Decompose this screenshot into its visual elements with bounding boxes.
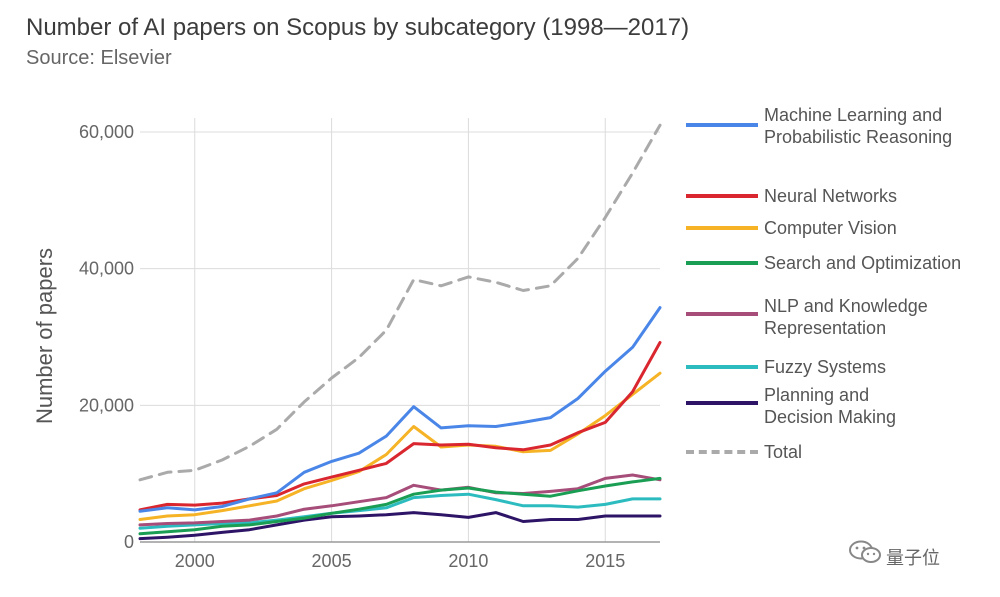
legend-swatch-fuzzy-systems bbox=[686, 365, 758, 369]
series-line-search-and-optimization bbox=[138, 476, 662, 536]
line-chart: 0 20,000 40,000 60,000 2000 2005 2010 2015 Num… bbox=[32, 118, 662, 571]
x-tick-label: 2010 bbox=[448, 551, 488, 571]
chart-subtitle: Source: Elsevier bbox=[26, 47, 172, 69]
legend-label-line: Probabilistic Reasoning bbox=[764, 127, 953, 147]
series-line-planning-and-decision-making bbox=[138, 511, 662, 541]
x-tick-label: 2000 bbox=[175, 551, 215, 571]
watermark-text: 量子位 bbox=[886, 548, 940, 568]
legend-label-fuzzy-systems: Fuzzy Systems bbox=[764, 357, 887, 377]
legend-label-planning: Planning and Decision Making bbox=[764, 384, 994, 428]
legend-label-neural-networks: Neural Networks bbox=[764, 186, 898, 206]
y-tick-label: 40,000 bbox=[79, 259, 134, 279]
legend-swatch-planning bbox=[686, 401, 758, 405]
chart-title: Number of AI papers on Scopus by subcate… bbox=[26, 14, 690, 41]
legend-swatch-neural-networks bbox=[686, 194, 758, 198]
watermark: 量子位 bbox=[848, 540, 940, 570]
y-axis-label: Number of papers bbox=[32, 248, 57, 424]
legend-label-line: Machine Learning and bbox=[764, 105, 943, 125]
x-tick-label: 2015 bbox=[585, 551, 625, 571]
series-lines bbox=[138, 123, 662, 541]
y-tick-label: 0 bbox=[124, 532, 134, 552]
legend-label-line: Representation bbox=[764, 318, 887, 338]
legend-label-machine-learning: Machine Learning and Probabilistic Reaso… bbox=[764, 104, 994, 148]
legend-label-line: Decision Making bbox=[764, 407, 897, 427]
y-axis-ticks: 0 20,000 40,000 60,000 bbox=[79, 122, 134, 552]
wechat-icon bbox=[848, 540, 882, 569]
series-line-computer-vision bbox=[138, 371, 662, 521]
legend-swatch-search-optimization bbox=[686, 261, 758, 265]
x-tick-label: 2005 bbox=[312, 551, 352, 571]
series-line-nlp-and-knowledge-representation bbox=[138, 473, 662, 527]
legend-swatch-machine-learning bbox=[686, 123, 758, 127]
legend-label-computer-vision: Computer Vision bbox=[764, 218, 897, 238]
legend-label-search-optimization: Search and Optimization bbox=[764, 253, 962, 273]
series-line-total bbox=[138, 123, 662, 482]
series-line-neural-networks bbox=[138, 341, 662, 512]
x-axis-ticks: 2000 2005 2010 2015 bbox=[175, 551, 626, 571]
legend-swatch-nlp bbox=[686, 312, 758, 316]
series-line-machine-learning-and-probabilistic-reasoning bbox=[138, 306, 662, 513]
y-tick-label: 60,000 bbox=[79, 122, 134, 142]
legend-label-nlp: NLP and Knowledge Representation bbox=[764, 295, 994, 339]
legend-label-total: Total bbox=[764, 442, 803, 462]
series-line-fuzzy-systems bbox=[138, 492, 662, 530]
legend-label-line: Planning and bbox=[764, 385, 870, 405]
y-tick-label: 20,000 bbox=[79, 395, 134, 415]
legend-swatch-computer-vision bbox=[686, 226, 758, 230]
gridlines bbox=[140, 118, 660, 543]
legend-label-line: NLP and Knowledge bbox=[764, 296, 928, 316]
legend-swatch-total bbox=[686, 450, 758, 454]
